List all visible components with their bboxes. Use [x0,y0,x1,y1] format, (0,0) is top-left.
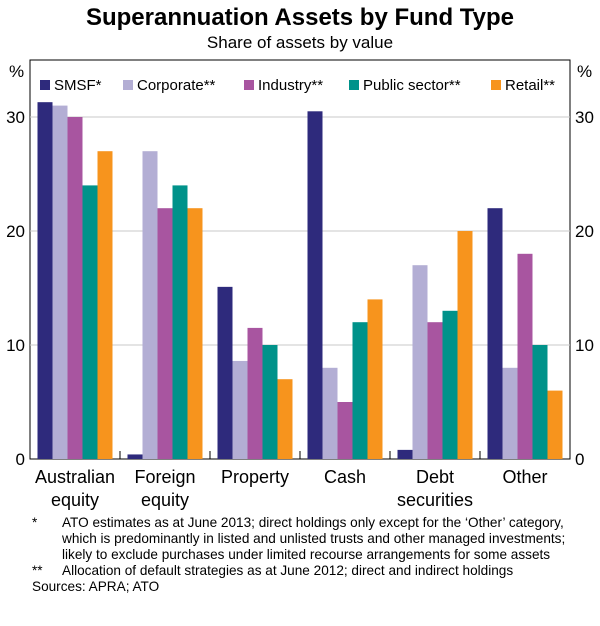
bar-1-4 [412,265,428,459]
bar-2-0 [67,117,83,459]
legend-label: Public sector** [363,77,461,94]
bar-4-3 [367,299,383,459]
x-category-label: Foreign equity [134,467,195,510]
x-category-label: Australian equity [35,467,115,510]
legend-swatch [349,80,359,90]
legend-label: SMSF* [54,77,102,94]
y-axis-label-left: % [9,62,24,81]
bar-0-2 [217,286,233,459]
bar-3-5 [532,345,548,459]
sources: Sources: APRA; ATO [32,579,160,594]
x-category-label: Other [502,467,547,487]
legend-label: Corporate** [137,77,216,94]
bar-2-2 [247,327,263,459]
bar-3-4 [442,310,458,459]
bar-1-1 [142,151,158,459]
legend-swatch [123,80,133,90]
y-tick-label-left: 0 [16,450,25,469]
bar-3-1 [172,185,188,459]
bar-3-0 [82,185,98,459]
bar-1-3 [322,367,338,459]
footnote-2-marker: ** [32,563,43,578]
footnote-2: ** Allocation of default strategies as a… [32,563,598,579]
footnote-1-text: ATO estimates as at June 2013; direct ho… [62,515,566,562]
bar-0-0 [37,102,53,460]
bar-2-3 [337,402,353,459]
legend-label: Retail** [505,77,555,94]
x-category-label: Debt securities [397,467,473,510]
footnote-1: * ATO estimates as at June 2013; direct … [32,515,598,563]
legend-swatch [40,80,50,90]
y-axis-label-right: % [577,62,592,81]
bar-4-0 [97,151,113,459]
chart-title: Superannuation Assets by Fund Type [86,4,514,31]
y-tick-label-right: 0 [575,450,584,469]
bar-0-5 [487,208,503,459]
bar-0-3 [307,111,323,460]
chart: Superannuation Assets by Fund Type Share… [6,4,594,510]
y-tick-label-left: 20 [6,222,25,241]
footnotes: * ATO estimates as at June 2013; direct … [32,515,598,595]
bar-3-3 [352,322,368,459]
bar-3-2 [262,345,278,459]
bar-1-0 [52,105,68,459]
y-tick-label-left: 10 [6,336,25,355]
bar-4-2 [277,379,293,459]
chart-subtitle: Share of assets by value [207,33,393,52]
legend-swatch [244,80,254,90]
y-tick-label-left: 30 [6,108,25,127]
bar-1-5 [502,367,518,459]
x-category-label: Cash [324,467,366,487]
y-tick-label-right: 30 [575,108,594,127]
footnote-2-text: Allocation of default strategies as at J… [62,563,514,578]
bar-2-1 [157,208,173,459]
legend-label: Industry** [258,77,323,94]
x-category-label: Property [221,467,289,487]
bar-4-5 [547,390,563,459]
bar-2-4 [427,322,443,459]
y-tick-label-right: 10 [575,336,594,355]
footnote-1-marker: * [32,515,38,530]
bar-0-4 [397,449,413,459]
bar-2-5 [517,253,533,459]
y-tick-label-right: 20 [575,222,594,241]
bar-1-2 [232,360,248,459]
legend-swatch [491,80,501,90]
bar-4-1 [187,208,203,459]
bar-0-1 [127,454,143,459]
bar-4-4 [457,231,473,459]
